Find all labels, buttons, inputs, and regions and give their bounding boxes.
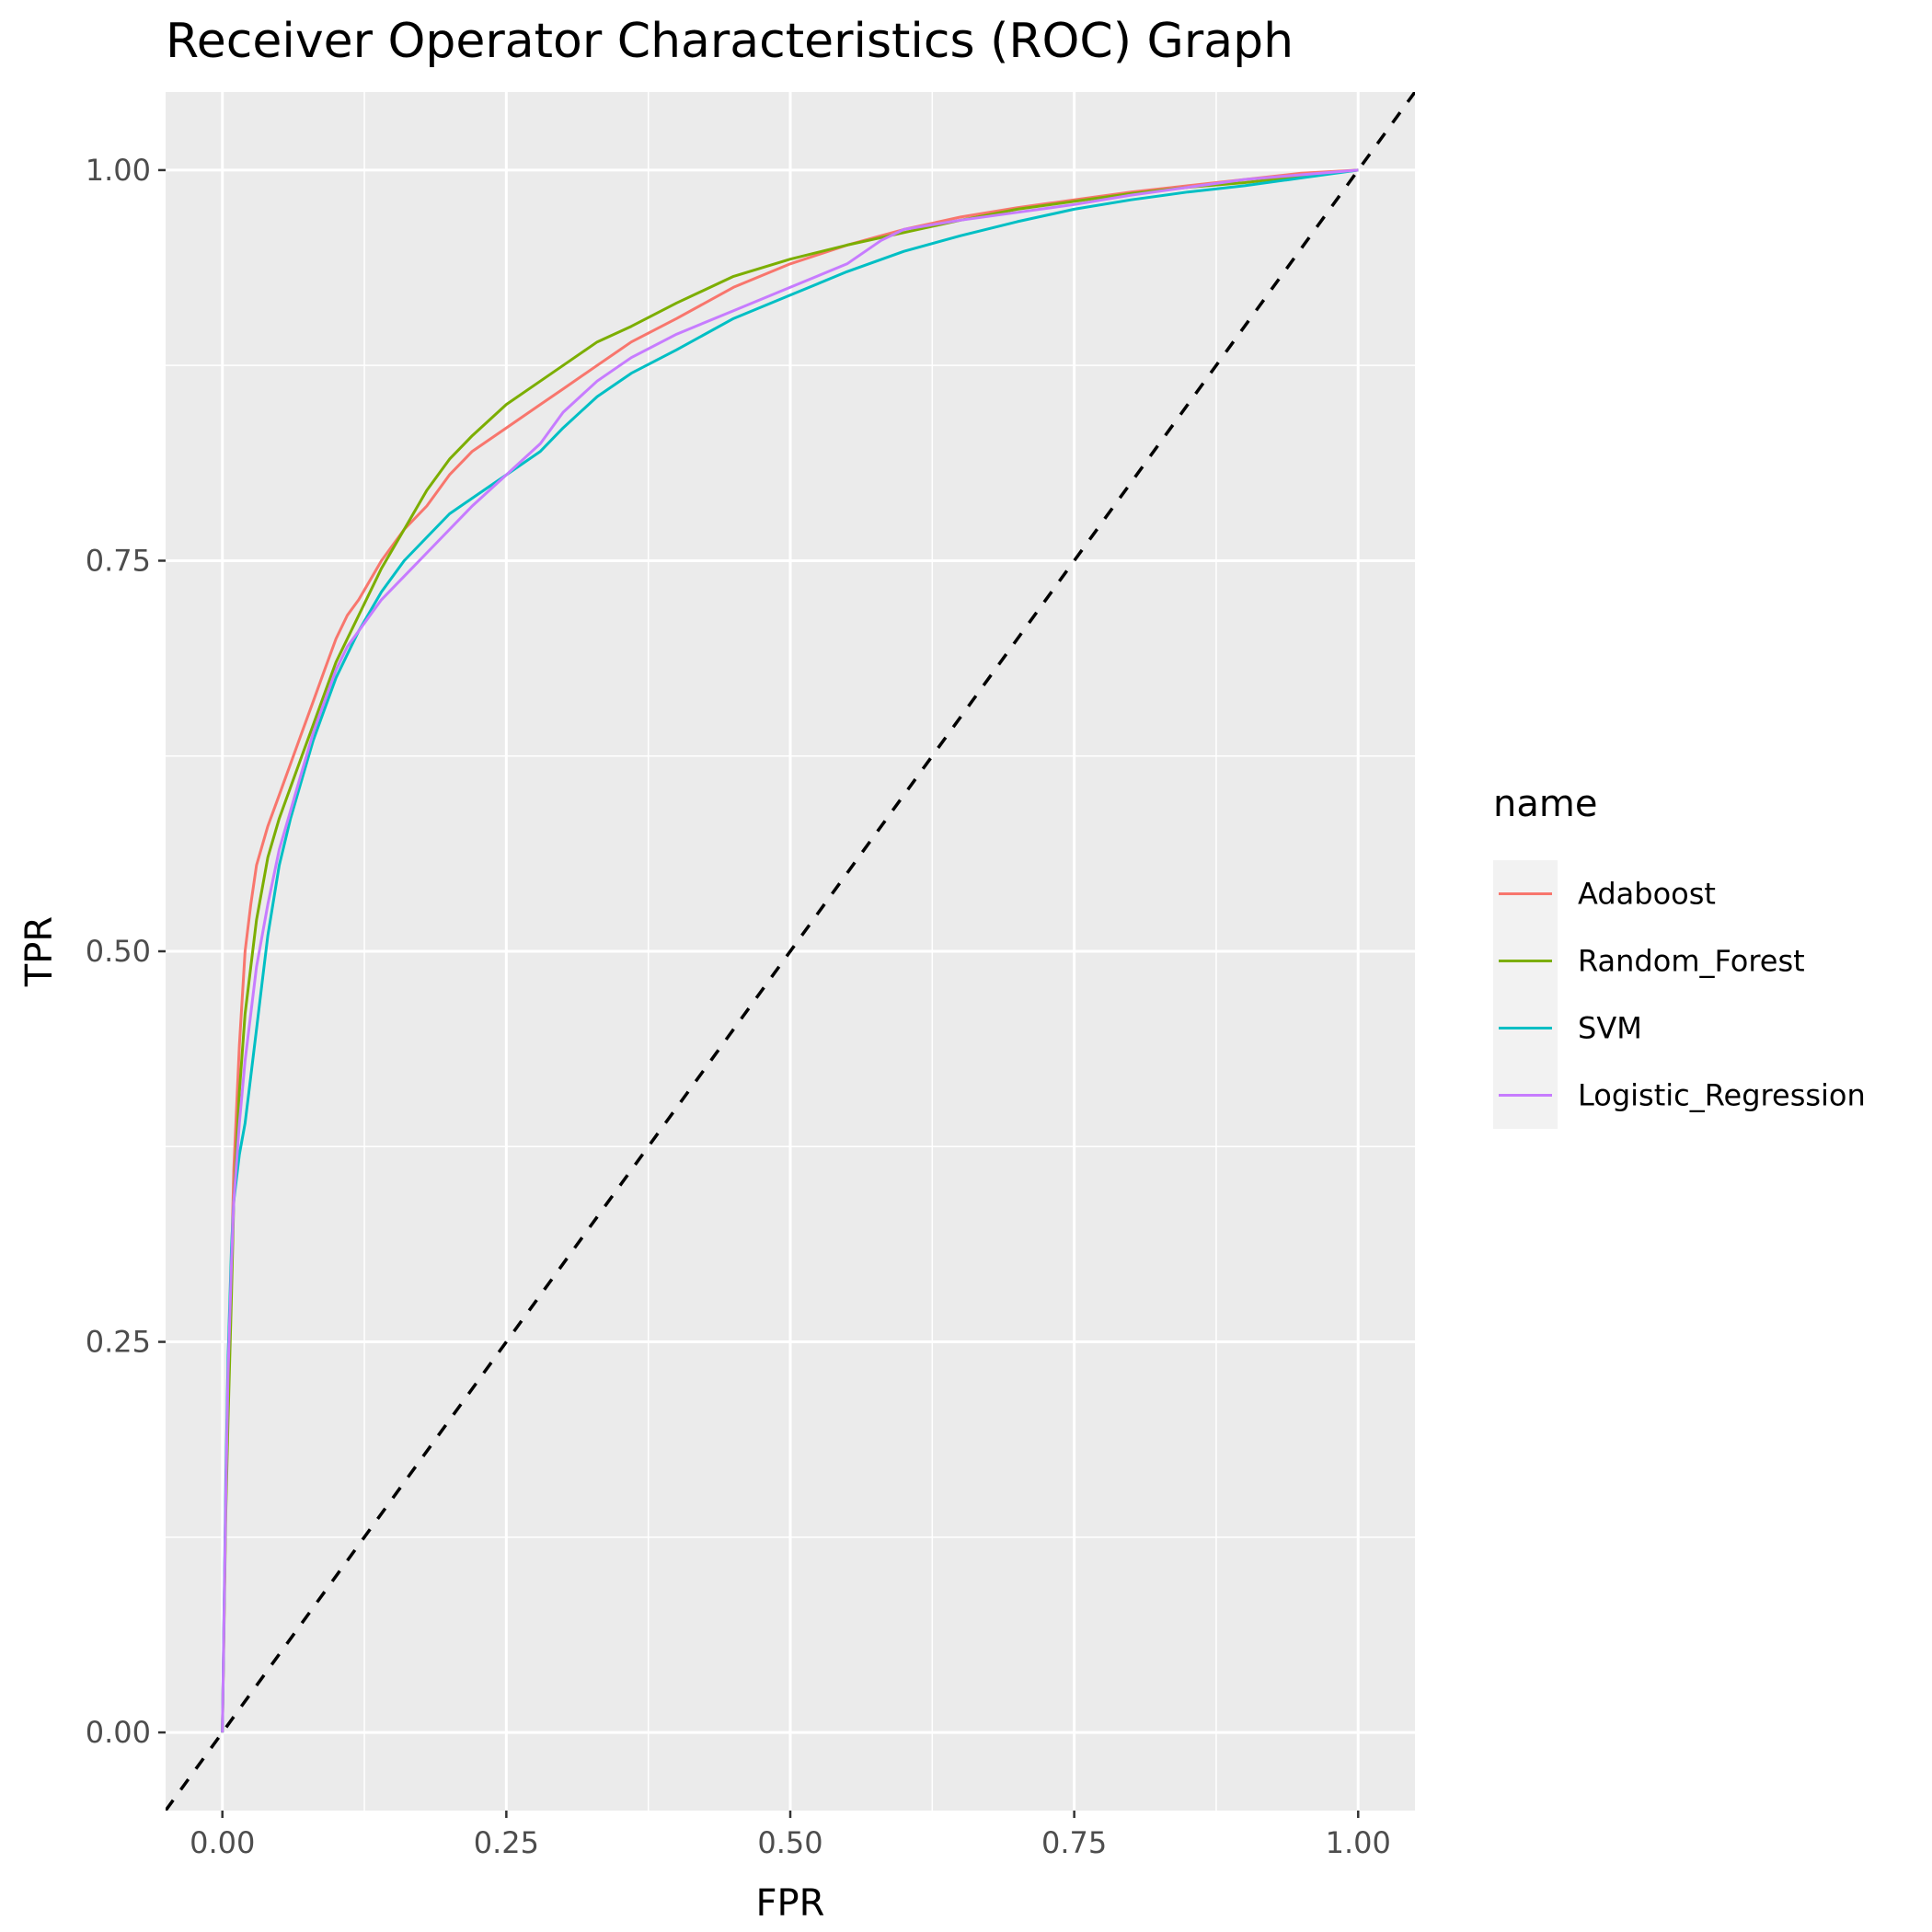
series-layer	[221, 168, 1359, 1733]
chart-title: Receiver Operator Characteristics (ROC) …	[166, 14, 1294, 69]
y-axis-title: TPR	[18, 916, 61, 987]
series-line-adaboost	[221, 168, 1359, 1733]
y-tick-label: 0.50	[86, 934, 151, 969]
x-tick-label: 0.25	[474, 1825, 539, 1860]
x-axis-title: FPR	[756, 1882, 825, 1925]
y-tick-label: 0.75	[86, 543, 151, 578]
legend-items: Adaboost Random_Forest SVM Logistic_Regress…	[1499, 877, 1866, 1113]
legend-label-logistic-regression: Logistic_Regression	[1578, 1078, 1866, 1113]
legend: name Adaboost Random_Forest SVM Logistic_Re…	[1493, 783, 1866, 1129]
x-tick-label: 0.75	[1041, 1825, 1107, 1860]
series-line-svm	[221, 168, 1359, 1733]
legend-label-svm: SVM	[1578, 1011, 1642, 1046]
y-tick-label: 0.00	[86, 1715, 151, 1750]
x-tick-label: 0.50	[757, 1825, 822, 1860]
x-axis-ticks: 0.00 0.25 0.50 0.75 1.00	[190, 1811, 1391, 1860]
legend-keys-background	[1493, 860, 1558, 1129]
y-tick-label: 1.00	[86, 153, 151, 188]
x-tick-label: 0.00	[190, 1825, 255, 1860]
x-tick-label: 1.00	[1326, 1825, 1391, 1860]
legend-label-adaboost: Adaboost	[1578, 877, 1716, 912]
y-tick-label: 0.25	[86, 1325, 151, 1360]
legend-title: name	[1493, 783, 1597, 825]
y-axis-ticks: 0.00 0.25 0.50 0.75 1.00	[86, 153, 166, 1750]
reference-diagonal-line	[166, 92, 1415, 1811]
series-line-logistic-regression	[221, 168, 1359, 1733]
reference-line-layer	[166, 92, 1415, 1811]
legend-label-random-forest: Random_Forest	[1578, 944, 1805, 979]
